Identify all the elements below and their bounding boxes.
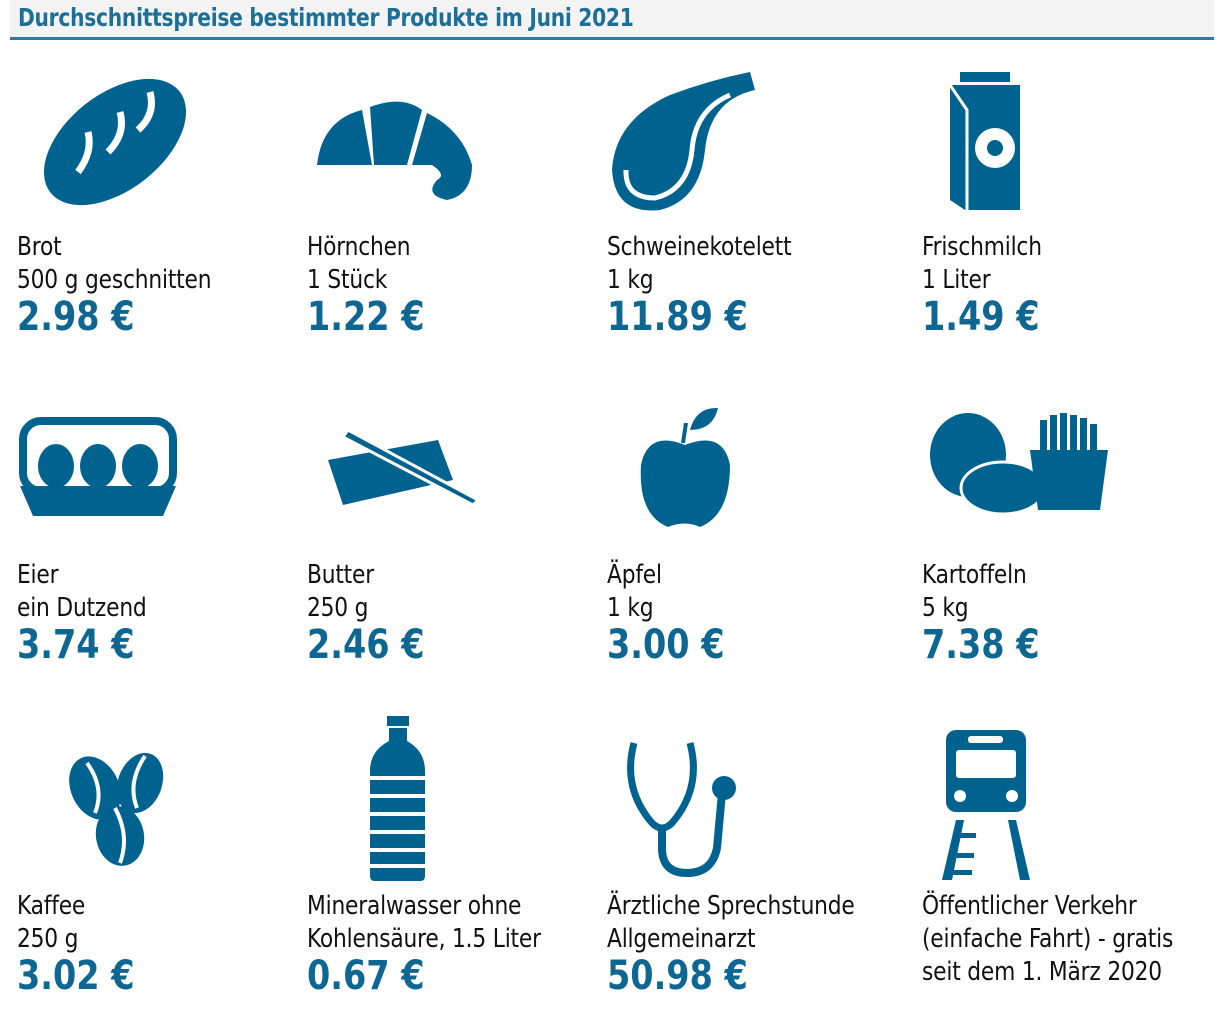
product-price: 1.49 € (922, 294, 1040, 340)
product-name: Kaffee (17, 891, 86, 921)
train-icon (938, 728, 1033, 883)
product-oev: Öffentlicher Verkehr (einfache Fahrt) - g… (922, 890, 1173, 989)
product-unit: 1 Liter (922, 265, 991, 295)
product-unit: 1 kg (607, 265, 654, 295)
product-price: 7.38 € (922, 622, 1040, 668)
product-name: Ärztliche Sprechstunde (607, 891, 855, 921)
product-price: 50.98 € (607, 953, 748, 999)
product-unit: (einfache Fahrt) - gratis (922, 924, 1174, 954)
product-price: 2.98 € (17, 294, 135, 340)
product-hoernchen: Hörnchen 1 Stück 1.22 € (307, 231, 425, 340)
product-name: Butter (307, 560, 374, 590)
product-unit: Allgemeinarzt (607, 924, 756, 954)
product-butter: Butter 250 g 2.46 € (307, 559, 425, 668)
milk-carton-icon (945, 70, 1025, 215)
product-kartoffeln: Kartoffeln 5 kg 7.38 € (922, 559, 1040, 668)
product-brot: Brot 500 g geschnitten 2.98 € (17, 231, 212, 340)
pork-chop-icon (610, 70, 760, 215)
page-title: Durchschnittspreise bestimmter Produkte … (18, 3, 634, 32)
product-unit: 250 g (17, 924, 79, 954)
product-unit: Kohlensäure, 1.5 Liter (307, 924, 541, 954)
product-name: Mineralwasser ohne (307, 891, 522, 921)
product-schweinekotelett: Schweinekotelett 1 kg 11.89 € (607, 231, 792, 340)
product-price: 3.00 € (607, 622, 725, 668)
potatoes-fries-icon (928, 410, 1113, 515)
product-name: Hörnchen (307, 232, 411, 262)
bread-icon (38, 72, 193, 212)
butter-icon (328, 425, 483, 510)
product-kaffee: Kaffee 250 g 3.02 € (17, 890, 135, 999)
product-unit: 500 g geschnitten (17, 265, 212, 295)
product-price: 0.67 € (307, 953, 425, 999)
product-unit: 1 kg (607, 593, 654, 623)
product-price: 1.22 € (307, 294, 425, 340)
product-mineralwasser: Mineralwasser ohne Kohlensäure, 1.5 Liter… (307, 890, 541, 999)
product-name: Brot (17, 232, 62, 262)
water-bottle-icon (370, 716, 425, 881)
product-name: Frischmilch (922, 232, 1042, 262)
product-name: Öffentlicher Verkehr (922, 891, 1137, 921)
product-name: Äpfel (607, 560, 662, 590)
coffee-beans-icon (65, 748, 170, 868)
product-name: Schweinekotelett (607, 232, 792, 262)
title-bar: Durchschnittspreise bestimmter Produkte … (10, 0, 1214, 40)
product-price: 3.02 € (17, 953, 135, 999)
product-price: 3.74 € (17, 622, 135, 668)
product-frischmilch: Frischmilch 1 Liter 1.49 € (922, 231, 1042, 340)
apple-icon (638, 405, 733, 530)
stethoscope-icon (622, 738, 742, 878)
product-name: Eier (17, 560, 59, 590)
product-eier: Eier ein Dutzend 3.74 € (17, 559, 147, 668)
product-unit: ein Dutzend (17, 593, 147, 623)
product-price: 2.46 € (307, 622, 425, 668)
product-unit: 1 Stück (307, 265, 388, 295)
product-note: seit dem 1. März 2020 (922, 957, 1162, 987)
product-name: Kartoffeln (922, 560, 1027, 590)
product-unit: 250 g (307, 593, 369, 623)
croissant-icon (312, 95, 477, 205)
egg-carton-icon (18, 416, 178, 521)
product-price: 11.89 € (607, 294, 748, 340)
product-aepfel: Äpfel 1 kg 3.00 € (607, 559, 725, 668)
product-unit: 5 kg (922, 593, 969, 623)
product-arzt: Ärztliche Sprechstunde Allgemeinarzt 50.98… (607, 890, 855, 999)
